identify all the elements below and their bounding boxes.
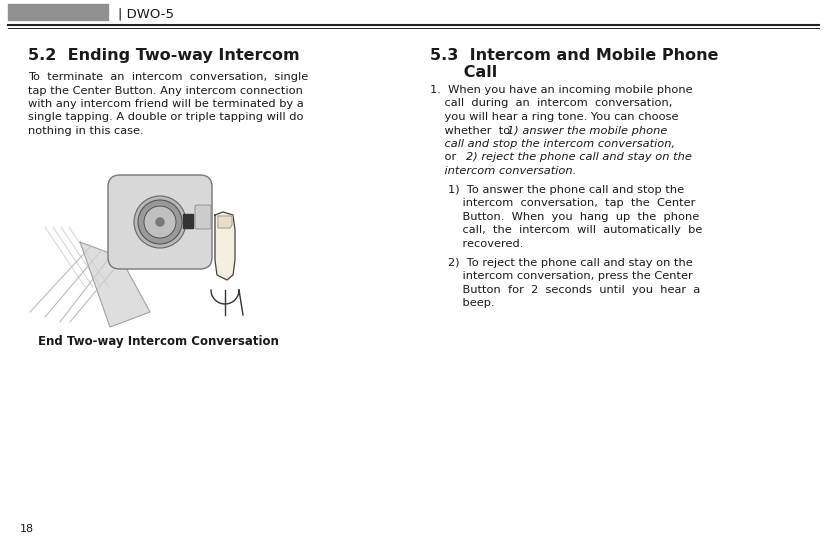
FancyBboxPatch shape bbox=[108, 175, 212, 269]
Text: with any intercom friend will be terminated by a: with any intercom friend will be termina… bbox=[28, 99, 304, 109]
Text: nothing in this case.: nothing in this case. bbox=[28, 126, 144, 136]
Text: Button.  When  you  hang  up  the  phone: Button. When you hang up the phone bbox=[448, 212, 700, 222]
Text: 2) reject the phone call and stay on the: 2) reject the phone call and stay on the bbox=[466, 152, 692, 162]
Text: call,  the  intercom  will  automatically  be: call, the intercom will automatically be bbox=[448, 225, 702, 236]
Text: 1)  To answer the phone call and stop the: 1) To answer the phone call and stop the bbox=[448, 185, 684, 195]
Text: Button  for  2  seconds  until  you  hear  a: Button for 2 seconds until you hear a bbox=[448, 285, 700, 295]
Text: End Two-way Intercom Conversation: End Two-way Intercom Conversation bbox=[38, 335, 279, 348]
Text: 5.3  Intercom and Mobile Phone: 5.3 Intercom and Mobile Phone bbox=[430, 48, 719, 63]
Text: you will hear a ring tone. You can choose: you will hear a ring tone. You can choos… bbox=[430, 112, 678, 122]
Text: To  terminate  an  intercom  conversation,  single: To terminate an intercom conversation, s… bbox=[28, 72, 308, 82]
Text: intercom conversation, press the Center: intercom conversation, press the Center bbox=[448, 271, 693, 281]
Text: call and stop the intercom conversation,: call and stop the intercom conversation, bbox=[430, 139, 675, 149]
Ellipse shape bbox=[134, 196, 186, 248]
Bar bbox=[8, 4, 108, 20]
Text: | DWO-5: | DWO-5 bbox=[118, 7, 174, 20]
Text: beep.: beep. bbox=[448, 298, 495, 308]
Text: single tapping. A double or triple tapping will do: single tapping. A double or triple tappi… bbox=[28, 112, 304, 123]
Polygon shape bbox=[80, 242, 150, 327]
FancyBboxPatch shape bbox=[195, 205, 211, 229]
Text: or: or bbox=[430, 152, 463, 162]
Text: 1.  When you have an incoming mobile phone: 1. When you have an incoming mobile phon… bbox=[430, 85, 693, 95]
Text: recovered.: recovered. bbox=[448, 239, 523, 249]
Circle shape bbox=[156, 218, 164, 226]
Text: 18: 18 bbox=[20, 524, 34, 534]
Text: intercom conversation.: intercom conversation. bbox=[430, 166, 576, 176]
Text: 2)  To reject the phone call and stay on the: 2) To reject the phone call and stay on … bbox=[448, 258, 693, 268]
Text: call  during  an  intercom  conversation,: call during an intercom conversation, bbox=[430, 98, 672, 109]
Text: Call: Call bbox=[430, 65, 497, 80]
Text: 5.2  Ending Two-way Intercom: 5.2 Ending Two-way Intercom bbox=[28, 48, 299, 63]
Bar bbox=[183, 214, 193, 228]
Polygon shape bbox=[218, 216, 232, 228]
Polygon shape bbox=[215, 212, 235, 280]
Text: whether  to: whether to bbox=[430, 125, 518, 136]
Circle shape bbox=[138, 200, 182, 244]
Text: tap the Center Button. Any intercom connection: tap the Center Button. Any intercom conn… bbox=[28, 86, 303, 96]
Text: intercom  conversation,  tap  the  Center: intercom conversation, tap the Center bbox=[448, 199, 696, 208]
Circle shape bbox=[144, 206, 176, 238]
Text: 1) answer the mobile phone: 1) answer the mobile phone bbox=[507, 125, 667, 136]
